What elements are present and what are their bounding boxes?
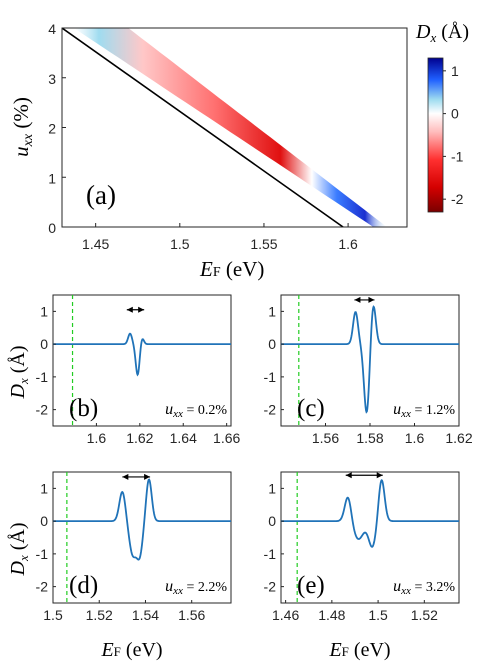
- boundary-line: [62, 28, 344, 227]
- heatmap-x-tick-label: 1.6: [338, 236, 358, 252]
- panel-b-line: 1.6 1.62 1.64 1.66 1 0 -1 -2 (b) uxx = 0.2%: [36, 294, 240, 446]
- panel-c-y-tick-label: -1: [264, 369, 277, 385]
- heatmap-y-tick-label: 3: [48, 71, 56, 87]
- heatmap-x-tick-label: 1.55: [250, 236, 277, 252]
- panel-b-y-tick-label: -2: [36, 402, 49, 418]
- colorbar-ticks: 1 0 -1 -2: [443, 63, 464, 207]
- panel-b-y-tick-label: -1: [36, 369, 49, 385]
- heatmap-x-tick-label: 1.45: [82, 236, 109, 252]
- panel-e-curve: [281, 479, 459, 548]
- heatmap-x-ticks: 1.45 1.5 1.55 1.6: [82, 223, 358, 252]
- panel-e-y-tick-label: -2: [264, 579, 277, 595]
- panel-d-arrow-head-right: [144, 473, 151, 480]
- panel-e-frame: [280, 471, 460, 604]
- colorbar-tick-label: 0: [451, 106, 459, 122]
- panel-e-x-tick-label: 1.5: [368, 607, 388, 623]
- heatmap-ylabel: uxx (%): [9, 97, 36, 157]
- panel-d-strain-label: uxx = 2.2%: [165, 578, 227, 597]
- panel-c-line: 1.56 1.58 1.6 1.62 1 0 -1 -2 (c) uxx = 1.2%: [264, 294, 473, 446]
- panel-c-y-tick-label: -2: [264, 402, 277, 418]
- panel-d-x-tick-label: 1.56: [178, 607, 205, 623]
- panel-c-strain-label: uxx = 1.2%: [393, 401, 455, 420]
- heatmap-y-tick-label: 0: [48, 220, 56, 236]
- colorbar: [427, 57, 444, 213]
- panel-e-x-tick-label: 1.52: [411, 607, 438, 623]
- panel-c-label: (c): [297, 395, 325, 422]
- panel-e-strain-label: uxx = 3.2%: [393, 578, 455, 597]
- panel-e-y-tick-label: 0: [268, 513, 276, 529]
- panel-c-x-tick-label: 1.58: [356, 430, 383, 446]
- panel-b-arrow-head-left: [126, 306, 133, 313]
- panel-e-x-tick-label: 1.46: [272, 607, 299, 623]
- ef-xlabel-right: EF (eV): [328, 639, 390, 661]
- ef-xlabel-left: EF (eV): [100, 639, 162, 661]
- panel-c-x-tick-label: 1.56: [312, 430, 339, 446]
- panel-d-x-tick-label: 1.54: [132, 607, 159, 623]
- heatmap-y-ticks: 0 1 2 3 4: [48, 21, 66, 236]
- panel-d-y-tick-label: 0: [40, 513, 48, 529]
- panel-e-x-tick-label: 1.48: [318, 607, 345, 623]
- panel-d-x-tick-label: 1.52: [86, 607, 113, 623]
- panel-e-arrow-head-left: [345, 472, 352, 479]
- panel-d-frame: [52, 471, 232, 604]
- panel-e-label: (e): [297, 572, 325, 599]
- panel-b-frame: [52, 294, 232, 427]
- heatmap-dx-band: [73, 28, 388, 227]
- panel-c-curve: [281, 305, 459, 414]
- panel-d-y-tick-label: -1: [36, 546, 49, 562]
- heatmap-x-tick-label: 1.5: [170, 236, 190, 252]
- panel-e-y-tick-label: -1: [264, 546, 277, 562]
- panel-b-x-tick-label: 1.6: [87, 430, 107, 446]
- colorbar-tick-label: 1: [451, 63, 459, 79]
- panel-b-x-tick-label: 1.62: [126, 430, 153, 446]
- panel-d-curve: [53, 478, 231, 561]
- heatmap-y-tick-label: 1: [48, 170, 56, 186]
- colorbar-tick-label: -2: [451, 191, 464, 207]
- panel-d-x-tick-label: 1.5: [43, 607, 63, 623]
- panel-c-arrow-head-left: [354, 296, 361, 303]
- panel-b-y-tick-label: 1: [40, 303, 48, 319]
- panel-b-x-tick-label: 1.66: [213, 430, 240, 446]
- panel-c-x-tick-label: 1.62: [445, 430, 472, 446]
- panel-d-line: 1.5 1.52 1.54 1.56 1 0 -1 -2 (d) uxx = 2.2%: [36, 471, 232, 623]
- panel-label-a: (a): [86, 180, 116, 210]
- dx-ylabel-bottom: Dx (Å): [7, 523, 31, 577]
- panel-c-y-tick-label: 1: [268, 303, 276, 319]
- panel-c-y-tick-label: 0: [268, 336, 276, 352]
- panel-d-arrow-head-left: [122, 473, 129, 480]
- panel-b-arrow-head-right: [138, 306, 145, 313]
- panel-e-arrow-head-right: [376, 472, 383, 479]
- panel-d-label: (d): [69, 572, 98, 599]
- dx-ylabel-top: Dx (Å): [7, 346, 31, 400]
- panel-b-x-tick-label: 1.64: [170, 430, 197, 446]
- panel-b-curve: [53, 332, 231, 377]
- panel-d-y-tick-label: 1: [40, 480, 48, 496]
- heatmap-y-tick-label: 2: [48, 121, 56, 137]
- panel-c-x-tick-label: 1.6: [405, 430, 425, 446]
- heatmap-xlabel: EF (eV): [199, 257, 264, 281]
- colorbar-title: Dx (Å): [415, 21, 469, 45]
- heatmap-plot-area: [62, 28, 407, 227]
- colorbar-tick-label: -1: [451, 148, 464, 164]
- panel-d-y-tick-label: -2: [36, 579, 49, 595]
- panel-b-strain-label: uxx = 0.2%: [165, 401, 227, 420]
- panel-e-y-tick-label: 1: [268, 480, 276, 496]
- panel-b-y-tick-label: 0: [40, 336, 48, 352]
- panel-c-arrow-head-right: [368, 296, 375, 303]
- heatmap-y-tick-label: 4: [48, 21, 56, 37]
- panel-a-heatmap: 1.45 1.5 1.55 1.6 0 1 2 3 4 (a) EF (eV) uxx (%)…: [9, 21, 469, 281]
- panel-e-line: 1.46 1.48 1.5 1.52 1 0 -1 -2 (e) uxx = 3.2%: [264, 471, 460, 623]
- panel-b-label: (b): [69, 395, 98, 422]
